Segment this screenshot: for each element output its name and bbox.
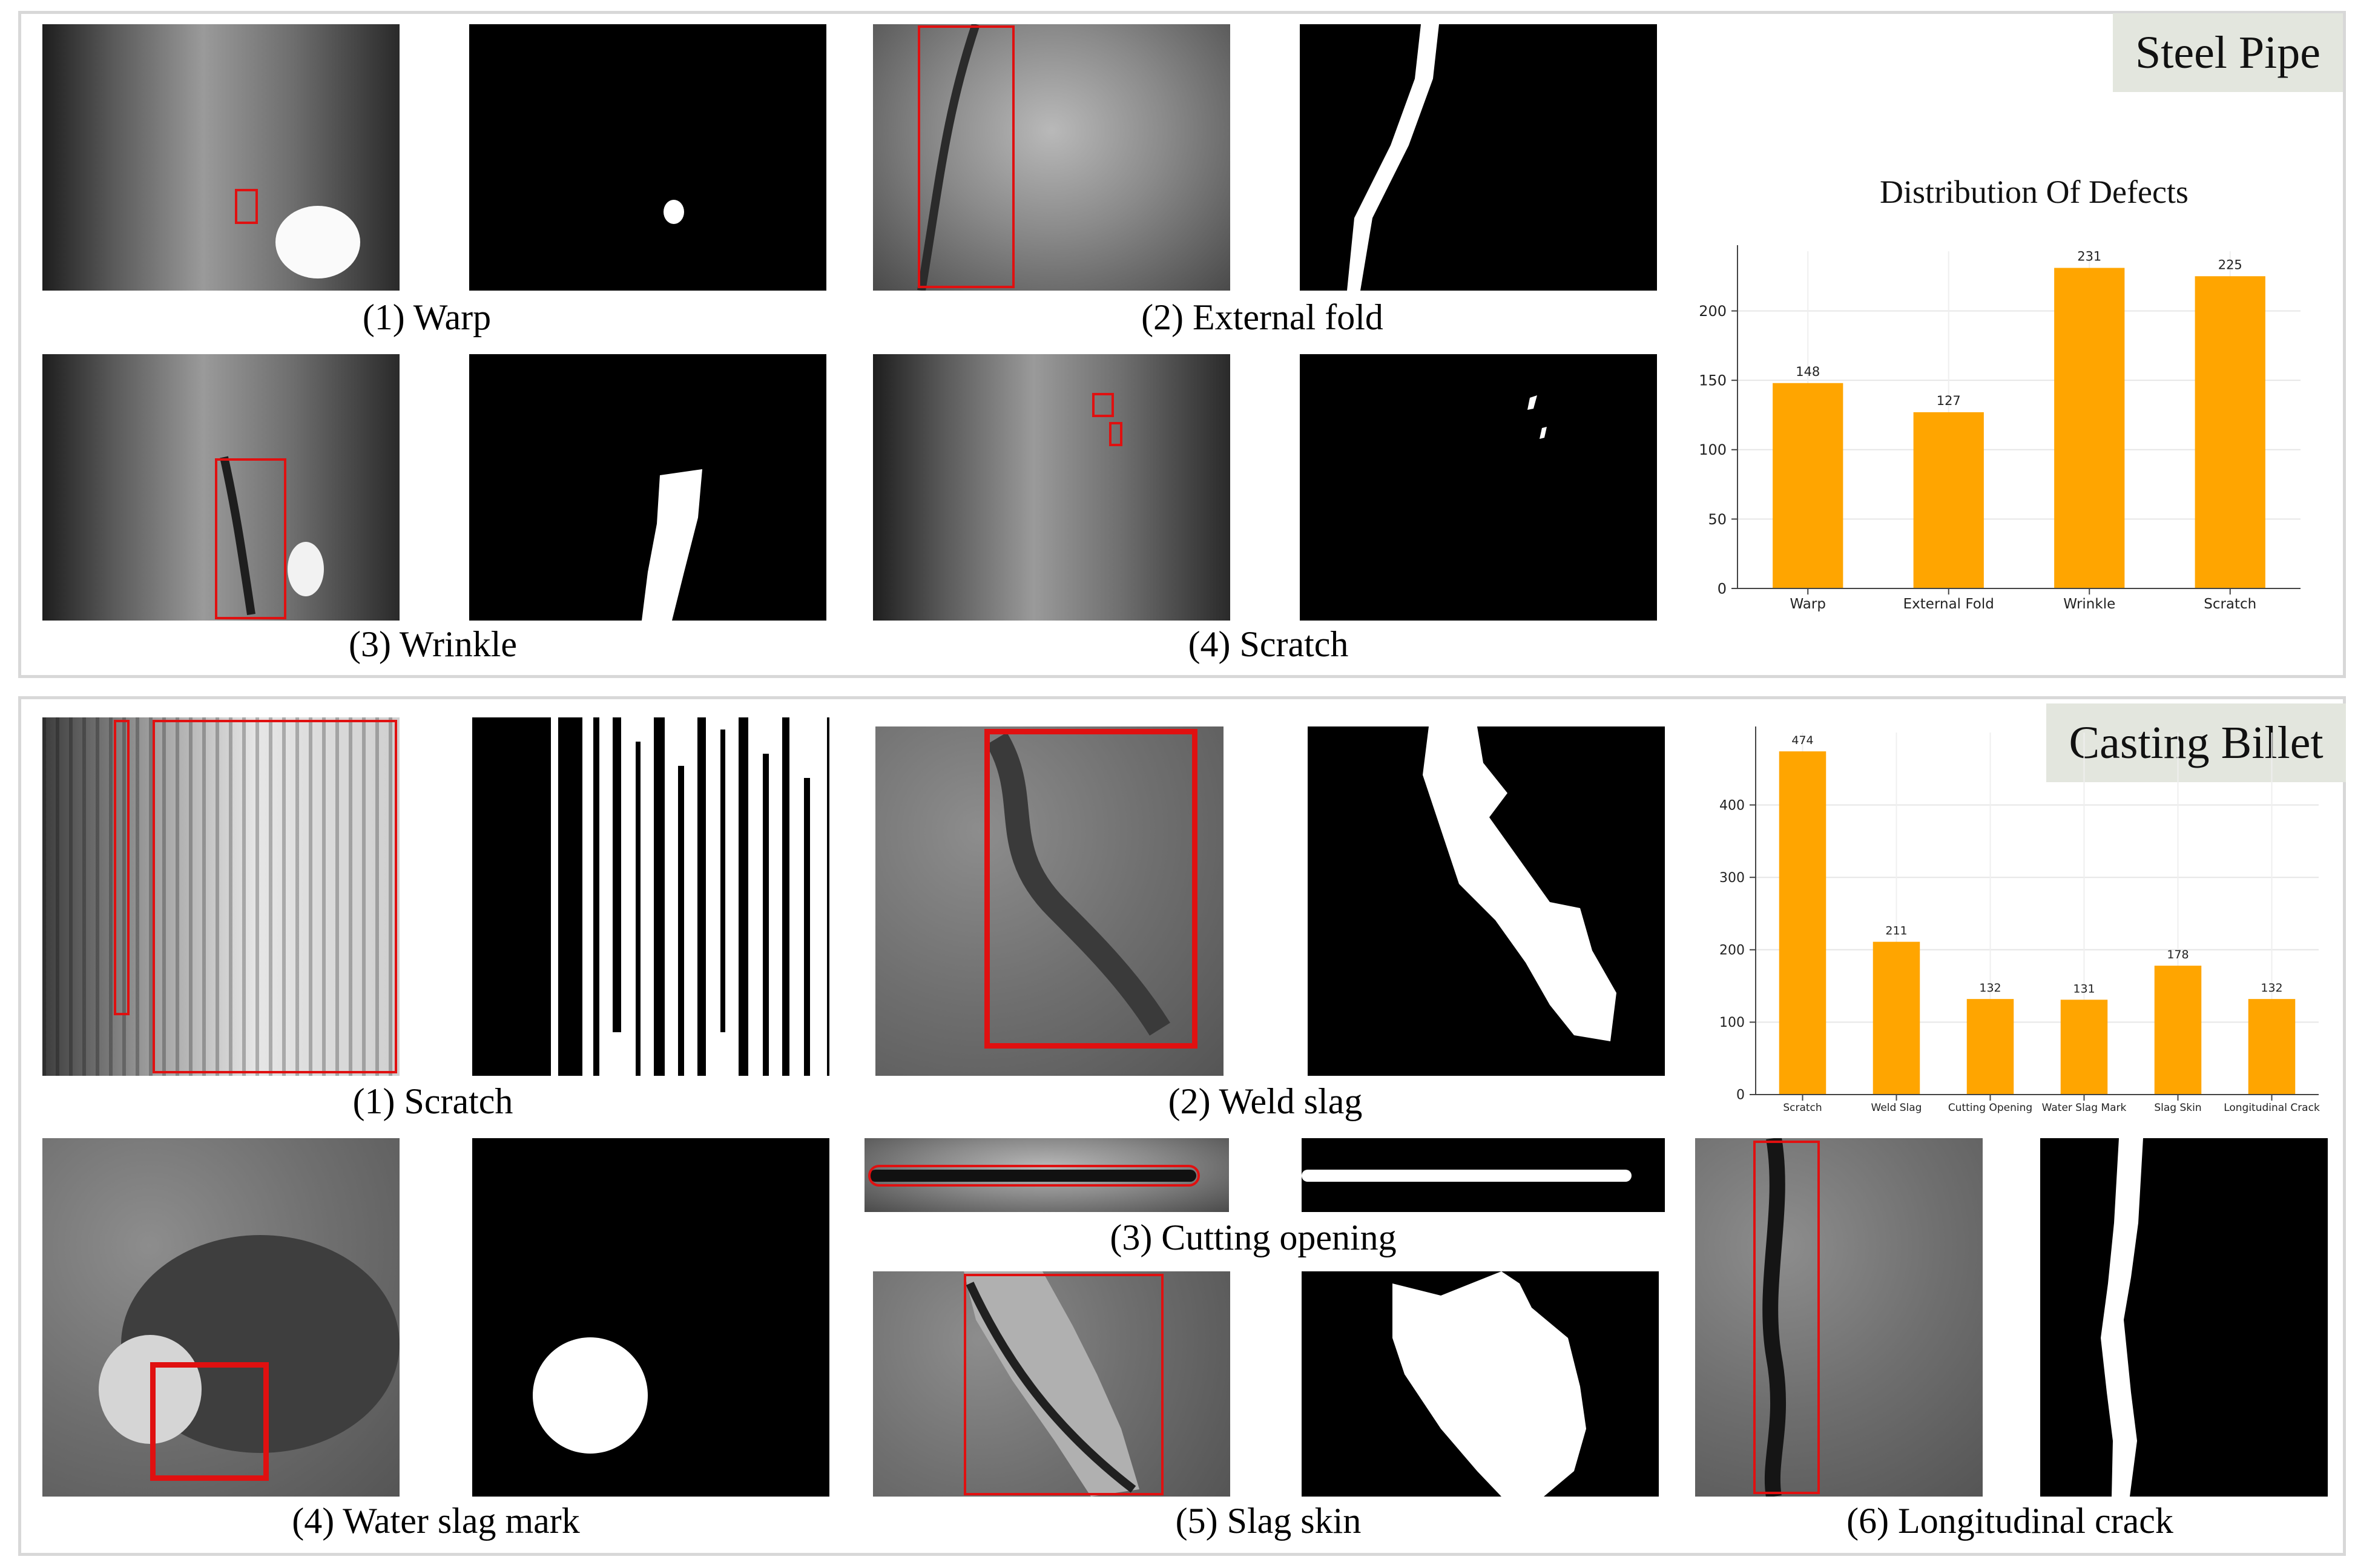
y-tick-label: 100	[1719, 1015, 1745, 1030]
scratch-pipe-bbox-2	[1109, 422, 1122, 446]
x-tick-label: Cutting Opening	[1948, 1102, 2032, 1114]
wrinkle-bbox	[215, 458, 286, 619]
y-tick-label: 200	[1699, 303, 1727, 320]
longitudinal-crack-mask	[2040, 1138, 2328, 1497]
bar-scratch	[2195, 276, 2265, 588]
value-label: 211	[1885, 924, 1907, 938]
external-fold-photo	[873, 24, 1230, 291]
caption-wrinkle: (3) Wrinkle	[348, 624, 518, 664]
bar-cutting-opening	[1966, 999, 2014, 1095]
x-tick-label: External Fold	[1903, 596, 1994, 612]
caption-warp: (1) Warp	[362, 297, 492, 337]
cutting-opening-mask	[1302, 1138, 1665, 1212]
caption-external-fold: (2) External fold	[1141, 297, 1383, 337]
scratch-pipe-bbox-1	[1092, 393, 1114, 417]
warp-mask	[469, 24, 826, 291]
cutting-opening-bbox	[868, 1165, 1200, 1187]
slag-skin-mask	[1302, 1271, 1659, 1497]
x-tick-label: Wrinkle	[2063, 596, 2115, 612]
slag-skin-photo	[873, 1271, 1230, 1497]
caption-water-slag: (4) Water slag mark	[292, 1501, 580, 1541]
weld-slag-photo	[875, 726, 1224, 1076]
bar-external-fold	[1913, 412, 1984, 588]
scratch-billet-bbox-2	[153, 720, 397, 1073]
x-tick-label: Slag Skin	[2154, 1102, 2201, 1114]
x-tick-label: Warp	[1790, 596, 1826, 612]
bar-slag-skin	[2154, 966, 2202, 1095]
value-label: 474	[1791, 734, 1813, 747]
chart-title: Distribution Of Defects	[1880, 174, 2189, 210]
value-label: 178	[2167, 948, 2189, 961]
scratch-billet-mask	[472, 717, 829, 1076]
steel-pipe-tag: Steel Pipe	[2113, 13, 2343, 92]
value-label: 225	[2218, 257, 2242, 272]
value-label: 231	[2077, 249, 2101, 264]
steel-pipe-chart: Distribution Of Defects 0 50 100 150 200 148 W…	[1699, 174, 2301, 612]
water-slag-mask	[472, 1138, 829, 1497]
caption-cutting-opening: (3) Cutting opening	[1110, 1217, 1397, 1257]
value-label: 132	[1979, 981, 2001, 995]
scratch-pipe-photo	[873, 354, 1230, 621]
x-tick-label: Longitudinal Crack	[2224, 1102, 2320, 1114]
y-tick-label: 200	[1719, 943, 1745, 958]
value-label: 132	[2261, 981, 2282, 995]
longitudinal-crack-bbox	[1753, 1141, 1820, 1494]
caption-weld-slag: (2) Weld slag	[1168, 1081, 1363, 1121]
chart-2-plot: 0 100 200 300 400 474 Scratch 211 Weld Slag 132 Cu…	[1719, 726, 2320, 1114]
value-label: 131	[2073, 982, 2095, 995]
scratch-billet-bbox-1	[114, 720, 130, 1015]
caption-scratch-billet: (1) Scratch	[352, 1081, 513, 1121]
y-tick-label: 100	[1699, 441, 1727, 458]
warp-photo	[42, 24, 400, 291]
wrinkle-mask	[469, 354, 826, 621]
bar-wrinkle	[2054, 268, 2125, 588]
warp-bbox	[235, 189, 258, 224]
y-tick-label: 400	[1719, 798, 1745, 813]
chart-1-plot: 0 50 100 150 200 148 Warp 127 External Fold 231 Wr…	[1699, 245, 2301, 612]
longitudinal-crack-photo	[1695, 1138, 1983, 1497]
bar-warp	[1773, 383, 1843, 588]
y-tick-label: 150	[1699, 372, 1727, 389]
y-tick-label: 50	[1708, 511, 1727, 528]
bar-water-slag-mark	[2060, 1000, 2108, 1095]
caption-longitudinal-crack: (6) Longitudinal crack	[1846, 1501, 2173, 1541]
wrinkle-photo	[42, 354, 400, 621]
water-slag-photo	[42, 1138, 400, 1497]
weld-slag-bbox	[984, 729, 1197, 1049]
casting-billet-tag: Casting Billet	[2046, 703, 2346, 782]
casting-billet-chart: 0 100 200 300 400 474 Scratch 211 Weld Slag 132 Cu…	[1719, 726, 2320, 1114]
external-fold-bbox	[918, 25, 1015, 288]
caption-slag-skin: (5) Slag skin	[1175, 1501, 1362, 1541]
x-tick-label: Scratch	[1783, 1102, 1822, 1114]
value-label: 127	[1937, 394, 1961, 408]
bar-weld-slag	[1872, 941, 1920, 1095]
value-label: 148	[1796, 364, 1820, 379]
bar-longitudinal-crack	[2248, 999, 2296, 1095]
cutting-opening-photo	[865, 1138, 1229, 1212]
y-tick-label: 0	[1736, 1088, 1745, 1103]
bar-scratch	[1779, 751, 1826, 1095]
water-slag-bbox	[150, 1362, 269, 1481]
weld-slag-mask	[1308, 726, 1665, 1076]
caption-scratch-pipe: (4) Scratch	[1188, 624, 1349, 664]
y-tick-label: 0	[1718, 580, 1727, 597]
slag-skin-bbox	[964, 1274, 1164, 1495]
scratch-pipe-mask	[1300, 354, 1657, 621]
y-tick-label: 300	[1719, 871, 1745, 886]
x-tick-label: Weld Slag	[1871, 1102, 1922, 1114]
x-tick-label: Scratch	[2204, 596, 2256, 612]
scratch-billet-photo	[42, 717, 400, 1076]
x-tick-label: Water Slag Mark	[2042, 1102, 2127, 1114]
external-fold-mask	[1300, 24, 1657, 291]
